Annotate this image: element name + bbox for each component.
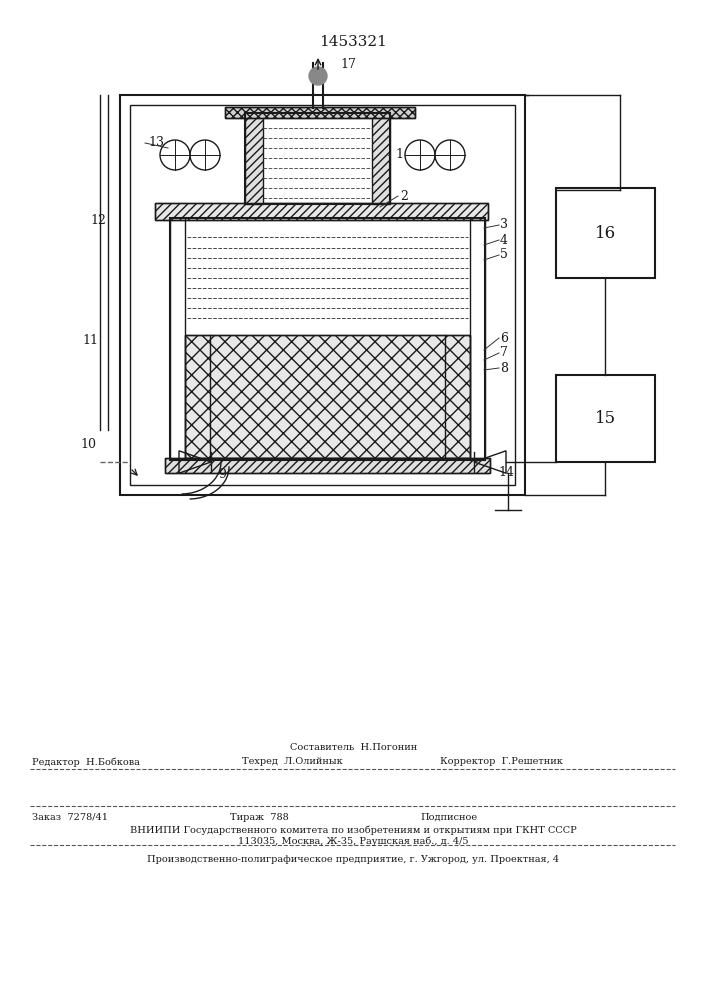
Text: Производственно-полиграфическое предприятие, г. Ужгород, ул. Проектная, 4: Производственно-полиграфическое предприя… xyxy=(147,856,559,864)
Text: 13: 13 xyxy=(148,136,164,149)
Bar xyxy=(130,105,515,485)
Text: 14: 14 xyxy=(498,466,514,479)
Text: 9: 9 xyxy=(218,468,226,482)
Text: 1453321: 1453321 xyxy=(319,35,387,49)
Text: ВНИИПИ Государственного комитета по изобретениям и открытиям при ГКНТ СССР: ВНИИПИ Государственного комитета по изоб… xyxy=(129,825,576,835)
Bar xyxy=(556,375,655,462)
Text: 2: 2 xyxy=(400,190,408,202)
Text: 15: 15 xyxy=(595,410,616,427)
Text: 4: 4 xyxy=(500,233,508,246)
Text: Редактор  Н.Бобкова: Редактор Н.Бобкова xyxy=(32,757,140,767)
Text: Составитель  Н.Погонин: Составитель Н.Погонин xyxy=(290,744,417,752)
Bar xyxy=(170,218,485,460)
Text: Техред  Л.Олийнык: Техред Л.Олийнык xyxy=(242,758,343,766)
Text: 7: 7 xyxy=(500,347,508,360)
Text: 5: 5 xyxy=(500,248,508,261)
Text: Корректор  Г.Решетник: Корректор Г.Решетник xyxy=(440,758,563,766)
Bar xyxy=(556,188,655,278)
Bar xyxy=(185,335,470,458)
Text: 12: 12 xyxy=(90,214,106,227)
Text: Заказ  7278/41: Заказ 7278/41 xyxy=(32,812,108,822)
Bar xyxy=(155,203,488,220)
Text: 8: 8 xyxy=(500,361,508,374)
Bar xyxy=(245,113,390,204)
Bar xyxy=(225,107,415,118)
Bar xyxy=(245,113,263,204)
Text: 11: 11 xyxy=(82,334,98,347)
Bar xyxy=(372,113,390,204)
Circle shape xyxy=(309,67,327,85)
Bar xyxy=(185,335,470,458)
Text: 1: 1 xyxy=(395,148,403,161)
Bar xyxy=(165,458,490,473)
Text: 10: 10 xyxy=(80,438,96,452)
Text: 16: 16 xyxy=(595,225,616,241)
Bar xyxy=(120,95,525,495)
Text: 113035, Москва, Ж-35, Раушская наб., д. 4/5: 113035, Москва, Ж-35, Раушская наб., д. … xyxy=(238,836,468,846)
Text: 17: 17 xyxy=(340,58,356,72)
Bar xyxy=(225,107,415,118)
Bar xyxy=(170,218,485,460)
Bar xyxy=(165,458,490,473)
Text: Тираж  788: Тираж 788 xyxy=(230,812,288,822)
Text: 3: 3 xyxy=(500,219,508,232)
Text: Подписное: Подписное xyxy=(420,812,477,822)
Bar xyxy=(155,203,488,220)
Text: 6: 6 xyxy=(500,332,508,344)
